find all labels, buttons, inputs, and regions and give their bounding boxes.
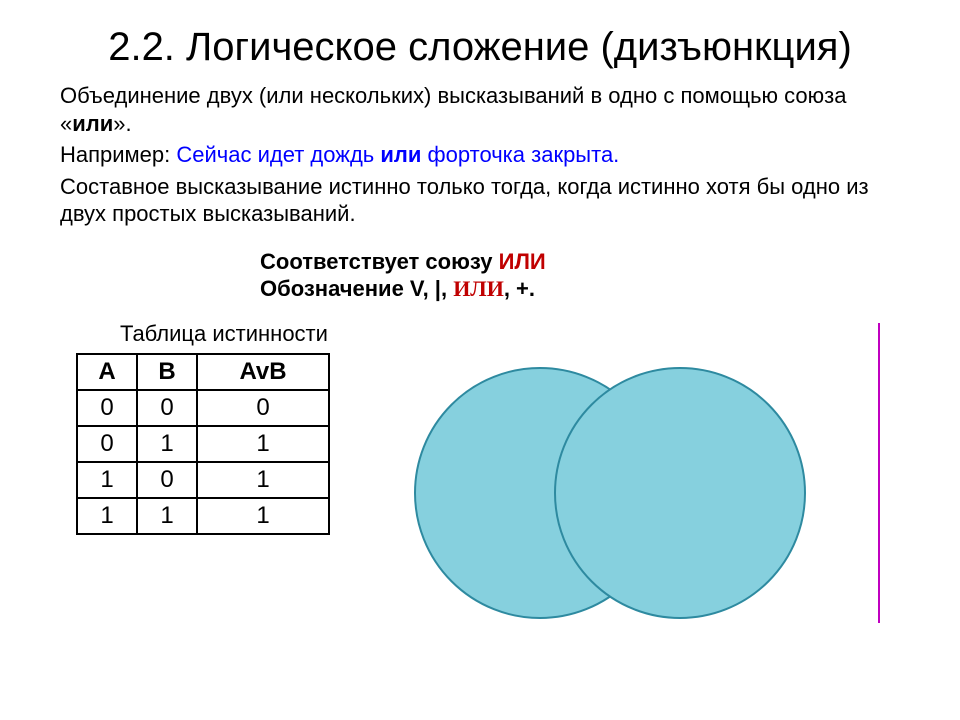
cell: 1 xyxy=(77,498,137,534)
example-text-b: форточка закрыта. xyxy=(421,142,619,167)
table-row: 0 1 1 xyxy=(77,426,329,462)
notation-block: Соответствует союзу ИЛИ Обозначение V, |… xyxy=(260,248,900,303)
cell: 0 xyxy=(137,462,197,498)
notation-l2b: ИЛИ xyxy=(453,276,504,301)
table-header-row: A B AvB xyxy=(77,354,329,390)
cell: 0 xyxy=(77,426,137,462)
venn-diagram xyxy=(380,353,840,633)
cell: 1 xyxy=(137,498,197,534)
definition-line: Объединение двух (или нескольких) высказ… xyxy=(60,82,900,137)
example-label: Например: xyxy=(60,142,176,167)
def-or-word: или xyxy=(72,111,113,136)
truth-table: A B AvB 0 0 0 0 1 1 1 0 1 1 1 1 xyxy=(76,353,330,535)
col-b-header: B xyxy=(137,354,197,390)
notation-l2c: , +. xyxy=(504,276,535,301)
table-row: 1 0 1 xyxy=(77,462,329,498)
example-or: или xyxy=(380,142,421,167)
col-result-header: AvB xyxy=(197,354,329,390)
truth-rule: Составное высказывание истинно только то… xyxy=(60,173,900,228)
cell: 0 xyxy=(137,390,197,426)
accent-vertical-line xyxy=(878,323,880,623)
example-text-a: Сейчас идет дождь xyxy=(176,142,380,167)
table-row: 0 0 0 xyxy=(77,390,329,426)
notation-l2a: Обозначение V, |, xyxy=(260,276,453,301)
venn-circle-b xyxy=(555,368,805,618)
slide-title: 2.2. Логическое сложение (дизъюнкция) xyxy=(60,24,900,70)
venn-svg xyxy=(380,353,840,633)
notation-l1b: ИЛИ xyxy=(499,249,546,274)
cell: 1 xyxy=(197,462,329,498)
notation-l1a: Соответствует союзу xyxy=(260,249,499,274)
truth-table-title: Таблица истинности xyxy=(120,321,900,347)
table-row: 1 1 1 xyxy=(77,498,329,534)
def-part-a: Объединение двух (или нескольких) высказ… xyxy=(60,83,846,136)
def-part-c: ». xyxy=(113,111,131,136)
col-a-header: A xyxy=(77,354,137,390)
cell: 1 xyxy=(197,498,329,534)
cell: 1 xyxy=(137,426,197,462)
example-line: Например: Сейчас идет дождь или форточка… xyxy=(60,141,900,169)
cell: 0 xyxy=(77,390,137,426)
cell: 1 xyxy=(77,462,137,498)
cell: 0 xyxy=(197,390,329,426)
cell: 1 xyxy=(197,426,329,462)
